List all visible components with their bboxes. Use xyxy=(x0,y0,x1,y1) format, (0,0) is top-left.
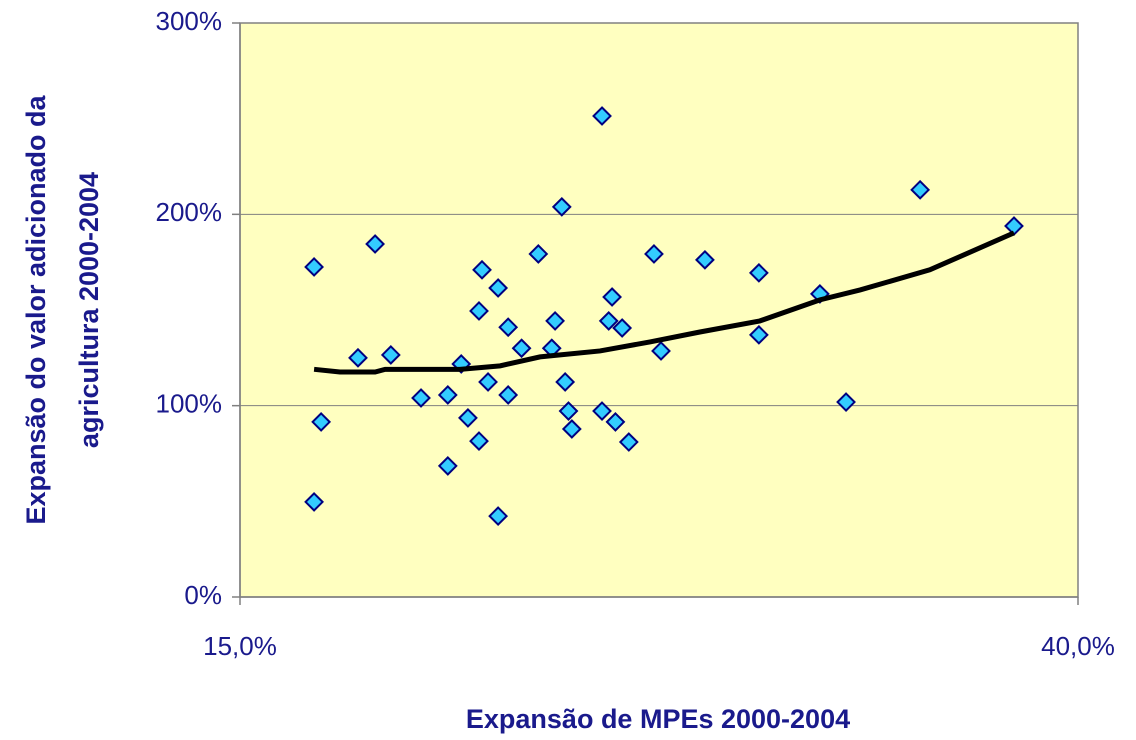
scatter-point xyxy=(365,234,385,254)
y-tick-label: 200% xyxy=(156,197,223,227)
scatter-point xyxy=(458,407,478,428)
scatter-point xyxy=(748,324,769,345)
scatter-point xyxy=(551,196,572,217)
scatter-point xyxy=(910,179,931,200)
scatter-point xyxy=(748,262,769,283)
y-axis-label: agricultura 2000-2004 xyxy=(74,172,104,448)
scatter-point xyxy=(380,345,401,365)
scatter-point xyxy=(592,401,612,421)
scatter-point xyxy=(488,506,509,526)
scatter-point xyxy=(555,372,576,392)
scatter-point xyxy=(528,244,549,264)
scatter-point xyxy=(695,249,715,270)
x-tick-label: 15,0% xyxy=(203,631,277,661)
scatter-point xyxy=(304,257,324,277)
scatter-point xyxy=(437,456,458,476)
scatter-point xyxy=(545,310,566,331)
y-tick-label: 0% xyxy=(184,580,222,610)
scatter-point xyxy=(836,392,856,412)
trend-line xyxy=(313,230,1015,375)
y-tick-label: 300% xyxy=(156,6,223,36)
scatter-point xyxy=(311,412,332,432)
scatter-point xyxy=(651,341,671,361)
scatter-point xyxy=(472,259,492,280)
scatter-point xyxy=(605,412,626,432)
scatter-point xyxy=(498,385,519,405)
scatter-point xyxy=(511,338,532,359)
scatter-point xyxy=(598,310,619,331)
scatter-point xyxy=(644,244,664,264)
scatter-point xyxy=(612,318,633,338)
scatter-point xyxy=(618,432,639,452)
scatter-point xyxy=(348,347,368,368)
plot-area xyxy=(239,22,1079,598)
scatter-point xyxy=(411,388,431,408)
scatter-point xyxy=(561,419,582,439)
scatter-point xyxy=(592,106,612,126)
y-axis-label: Expansão do valor adicionado da xyxy=(21,94,51,524)
scatter-point xyxy=(469,431,489,451)
scatter-point xyxy=(488,278,509,298)
scatter-point xyxy=(469,301,489,321)
scatter-point xyxy=(602,287,622,307)
scatter-point xyxy=(437,385,458,405)
scatter-point xyxy=(558,401,579,421)
scatter-point xyxy=(304,491,324,512)
x-tick-label: 40,0% xyxy=(1041,631,1115,661)
scatter-point xyxy=(498,317,519,338)
scatter-point xyxy=(478,372,498,392)
x-axis-label: Expansão de MPEs 2000-2004 xyxy=(466,704,850,734)
y-tick-label: 100% xyxy=(156,389,223,419)
